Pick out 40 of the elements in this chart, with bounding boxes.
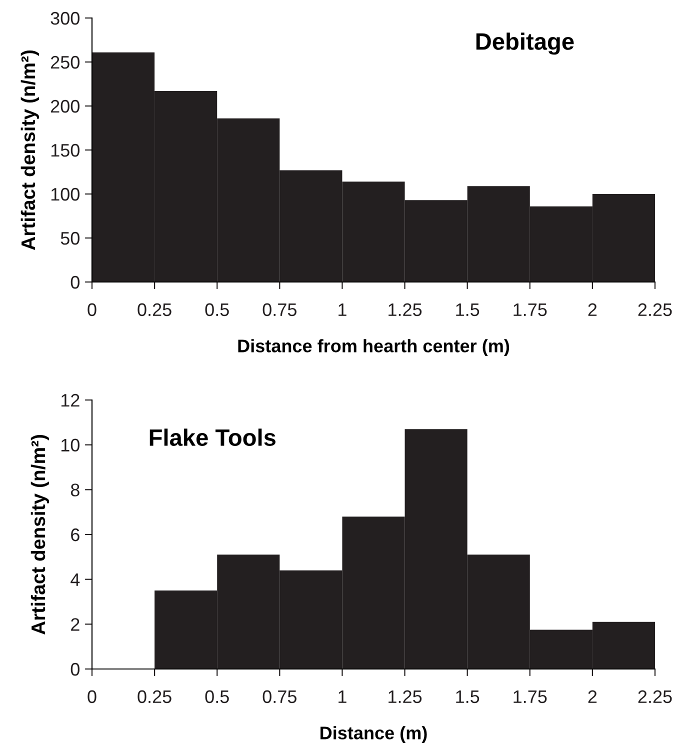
x-axis-title: Distance (m) (320, 726, 427, 743)
y-tick-label: 10 (61, 438, 80, 452)
y-tick-label: 0 (70, 662, 80, 676)
y-tick-label: 6 (71, 528, 80, 542)
y-tick-label: 150 (51, 144, 80, 157)
x-tick-label: 1.5 (456, 690, 480, 704)
x-tick-label: 1.75 (514, 303, 547, 316)
x-tick-label: 0.25 (138, 690, 172, 704)
y-tick-label: 250 (50, 56, 80, 69)
y-tick-label: 8 (70, 484, 80, 496)
x-tick-label: 2.25 (638, 303, 672, 316)
y-tick-label: 2 (71, 618, 80, 631)
x-tick-label: 1.75 (514, 690, 547, 704)
x-tick-label: 2.25 (638, 690, 672, 704)
y-tick-label: 12 (61, 394, 80, 407)
x-tick-label: 0.75 (262, 303, 296, 316)
x-tick-label: 0.25 (138, 303, 172, 316)
x-tick-label: 0 (88, 690, 96, 704)
x-tick-label: 1 (338, 690, 346, 703)
x-tick-label: 2 (588, 303, 597, 316)
x-tick-label: 1.5 (456, 303, 480, 316)
x-tick-label: 1.25 (388, 303, 422, 316)
x-tick-label: 0.75 (262, 690, 296, 704)
text: Flake Tools (150, 428, 276, 446)
x-tick-label: 1 (338, 303, 346, 316)
y-tick-label: 4 (70, 573, 80, 586)
x-tick-label: 0 (88, 303, 96, 316)
y-axis-title: Artifact density (n/m²) (30, 434, 49, 634)
x-tick-label: 0.5 (205, 303, 229, 316)
x-tick-label: 0.5 (205, 690, 229, 704)
x-tick-label: 1.25 (388, 690, 422, 704)
text: Debitage (476, 32, 574, 55)
y-tick-label: 100 (51, 188, 80, 201)
y-tick-label: 300 (50, 12, 80, 25)
y-tick-label: 200 (50, 100, 80, 113)
x-axis-title: Distance from hearth center (m) (238, 339, 510, 356)
y-tick-label: 0 (70, 276, 80, 289)
y-axis-title: Artifact density (n/m²) (20, 50, 39, 250)
y-tick-label: 50 (60, 232, 80, 245)
x-tick-label: 2 (588, 690, 597, 703)
